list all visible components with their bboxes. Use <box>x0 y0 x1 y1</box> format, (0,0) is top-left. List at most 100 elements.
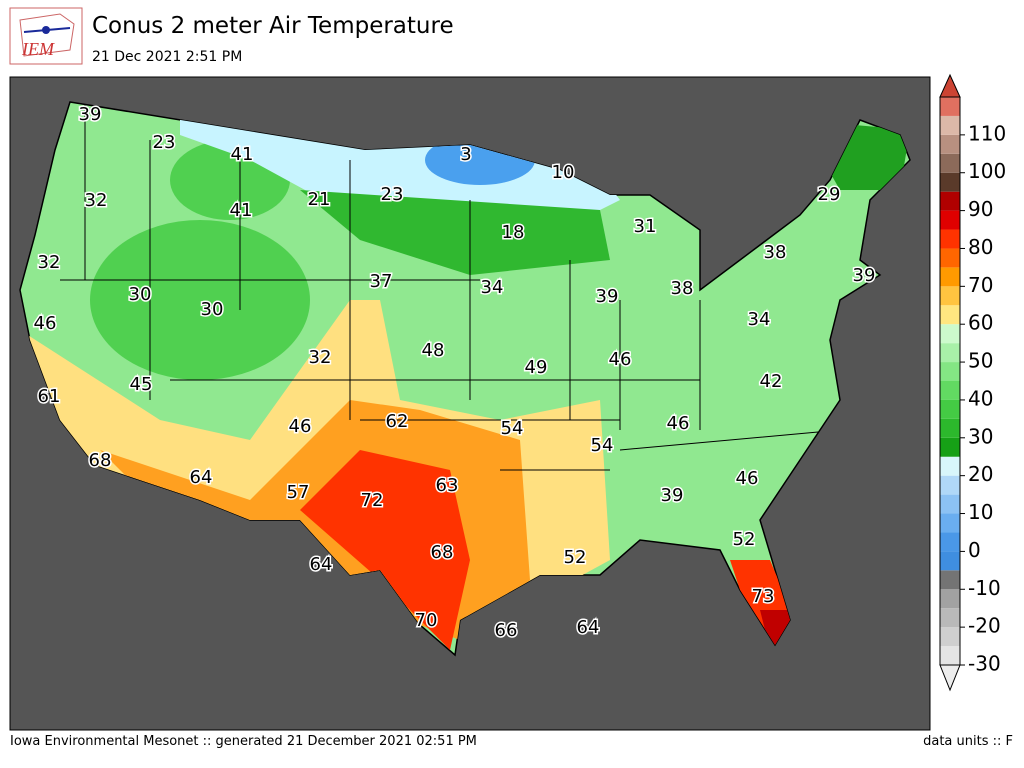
colorbar-swatch <box>940 210 960 230</box>
station-value: 64 <box>577 617 600 638</box>
colorbar-swatch <box>940 608 960 628</box>
station-value: 52 <box>564 547 587 568</box>
station-value: 64 <box>190 467 213 488</box>
colorbar-swatch <box>940 494 960 514</box>
colorbar-swatch <box>940 589 960 609</box>
station-value: 38 <box>671 278 694 299</box>
station-value: 46 <box>289 416 312 437</box>
station-value: 23 <box>153 132 176 153</box>
logo-text: IEM <box>21 39 55 59</box>
colorbar-frame <box>939 96 961 666</box>
station-value: 48 <box>422 340 445 361</box>
station-value: 30 <box>129 284 152 305</box>
colorbar-tick-label: 90 <box>968 197 993 221</box>
station-value: 52 <box>733 529 756 550</box>
colorbar-swatch <box>940 191 960 211</box>
station-value: 64 <box>310 554 333 575</box>
colorbar-swatch <box>940 267 960 287</box>
station-value: 73 <box>752 586 775 607</box>
station-value: 68 <box>89 450 112 471</box>
colorbar-tick-label: 50 <box>968 349 993 373</box>
station-value: 32 <box>309 347 332 368</box>
station-value: 10 <box>552 162 575 183</box>
colorbar-tick-label: 20 <box>968 462 993 486</box>
colorbar-swatch <box>940 172 960 192</box>
station-value: 34 <box>481 277 504 298</box>
colorbar-swatch <box>940 551 960 571</box>
colorbar-swatch <box>940 437 960 457</box>
station-value: 42 <box>760 371 783 392</box>
colorbar-swatch <box>940 362 960 381</box>
title: Conus 2 meter Air Temperature <box>92 13 454 39</box>
station-value: 62 <box>386 411 409 432</box>
station-value: 45 <box>130 374 153 395</box>
station-value: 32 <box>85 190 108 211</box>
station-value: 38 <box>764 242 787 263</box>
station-value: 57 <box>287 482 310 503</box>
station-value: 39 <box>79 104 102 125</box>
colorbar-tick-label: 100 <box>968 159 1006 183</box>
station-value: 46 <box>34 313 57 334</box>
colorbar-tick-label: 70 <box>968 273 993 297</box>
colorbar-swatch <box>940 381 960 400</box>
colorbar-tick-label: 80 <box>968 235 993 259</box>
station-value: 54 <box>501 418 524 439</box>
subtitle: 21 Dec 2021 2:51 PM <box>92 49 242 65</box>
station-value: 70 <box>415 610 438 631</box>
colorbar-tick-label: 0 <box>968 538 981 562</box>
colorbar-swatch <box>940 248 960 268</box>
colorbar-tick-label: 60 <box>968 311 993 335</box>
colorbar-under <box>939 664 961 692</box>
colorbar-swatch <box>940 134 960 154</box>
colorbar-swatch <box>940 646 960 665</box>
colorbar-swatch <box>940 627 960 647</box>
colorbar-swatch <box>940 399 960 419</box>
station-value: 39 <box>661 485 684 506</box>
station-value: 30 <box>201 299 224 320</box>
colorbar-swatch <box>940 97 960 116</box>
colorbar-swatch <box>940 456 960 476</box>
station-value: 37 <box>370 271 393 292</box>
colorbar-tick-label: 30 <box>968 424 993 448</box>
map: 39 23 41 3 10 32 41 21 23 18 31 29 38 32 30 37 34 39 38 39 4… <box>9 76 931 731</box>
colorbar-swatch <box>940 418 960 438</box>
colorbar-swatch <box>940 570 960 590</box>
station-value: 31 <box>634 216 657 237</box>
colorbar-tick-label: 110 <box>968 121 1006 145</box>
station-value: 18 <box>502 222 525 243</box>
station-value: 23 <box>381 184 404 205</box>
station-value: 41 <box>230 200 253 221</box>
station-value: 29 <box>818 184 841 205</box>
station-value: 63 <box>436 475 459 496</box>
station-value: 39 <box>853 265 876 286</box>
colorbar-swatch <box>940 153 960 173</box>
station-value: 41 <box>231 144 254 165</box>
colorbar-over <box>939 73 961 98</box>
colorbar-tick-label: -10 <box>968 576 1001 600</box>
station-value: 21 <box>308 189 331 210</box>
station-value: 3 <box>460 144 471 165</box>
colorbar-tick-label: -20 <box>968 614 1001 638</box>
colorbar: -30 -20 -10 0 10 20 30 40 50 60 70 80 90 100 110 <box>939 73 1006 692</box>
colorbar-tick-label: 10 <box>968 500 993 524</box>
station-value: 34 <box>748 309 771 330</box>
logo: IEM <box>9 7 83 65</box>
station-value: 72 <box>361 490 384 511</box>
colorbar-swatch <box>940 513 960 533</box>
colorbar-swatch <box>940 343 960 363</box>
colorbar-swatch <box>940 229 960 249</box>
station-value: 46 <box>667 413 690 434</box>
colorbar-tick-label: 40 <box>968 386 993 410</box>
station-value: 46 <box>609 349 632 370</box>
station-value: 39 <box>596 286 619 307</box>
colorbar-swatch <box>940 475 960 495</box>
station-value: 68 <box>431 542 454 563</box>
station-value: 66 <box>495 620 518 641</box>
colorbar-tick-label: -30 <box>968 652 1001 676</box>
station-value: 32 <box>38 252 61 273</box>
station-value: 46 <box>736 468 759 489</box>
footer-left: Iowa Environmental Mesonet :: generated … <box>10 734 477 749</box>
colorbar-swatch <box>940 324 960 344</box>
footer-right: data units :: F <box>923 734 1013 749</box>
